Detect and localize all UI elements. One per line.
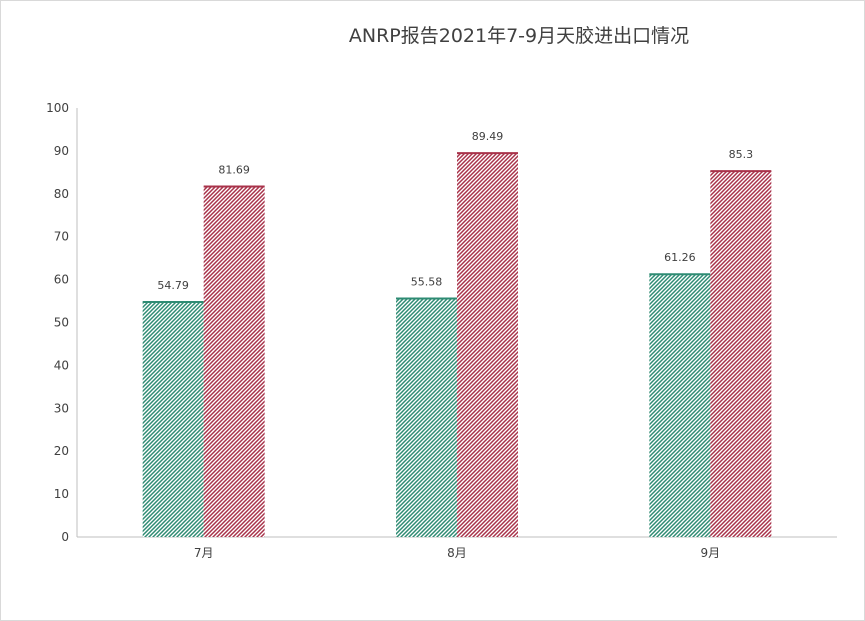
x-tick-label: 9月 [701,546,721,560]
y-tick-label: 0 [61,530,69,544]
bar [142,301,204,537]
y-tick-label: 50 [54,316,69,330]
bar [203,186,265,537]
data-labels: 54.79 81.69 55.58 89.49 61.26 85.3 [157,130,753,292]
y-tick-label: 80 [54,187,69,201]
bar [710,171,772,538]
bar [649,274,711,537]
data-label: 89.49 [472,130,504,143]
y-tick-label: 30 [54,401,69,415]
y-tick-label: 40 [54,358,69,372]
data-label: 55.58 [411,276,443,289]
data-label: 81.69 [218,164,250,177]
chart-title: ANRP报告2021年7-9月天胶进出口情况 [349,25,689,47]
bar [396,298,457,537]
y-tick-label: 100 [46,101,69,115]
y-tick-label: 20 [54,444,69,458]
x-tick-label: 7月 [194,546,214,560]
bar [457,153,518,538]
bars [142,152,772,538]
y-tick-label: 90 [54,144,69,158]
data-label: 85.3 [729,148,754,161]
x-tick-label: 8月 [447,546,467,560]
y-tick-label: 10 [54,487,69,501]
y-tick-label: 70 [54,230,69,244]
data-label: 61.26 [664,251,696,264]
data-label: 54.79 [157,279,189,292]
y-tick-label: 60 [54,273,69,287]
